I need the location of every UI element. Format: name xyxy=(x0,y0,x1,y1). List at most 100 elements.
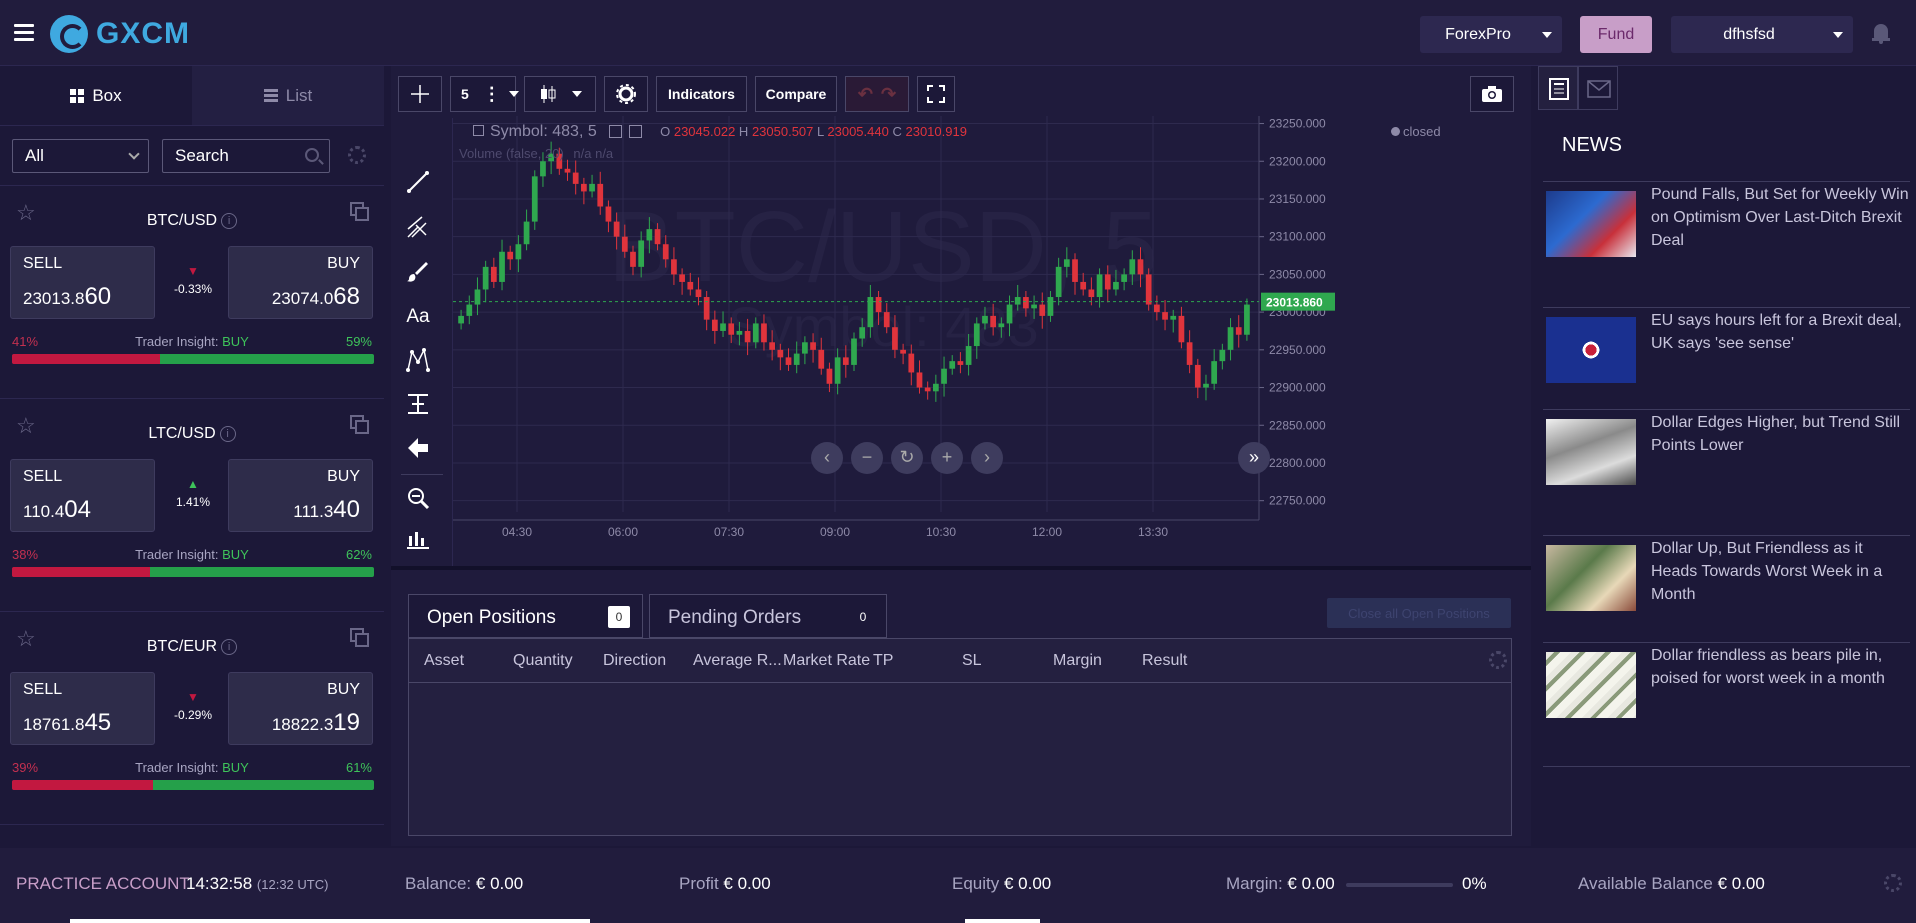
buy-button[interactable]: BUY 111.340 xyxy=(228,459,373,532)
chart-type-select[interactable] xyxy=(524,76,596,112)
scroll-left-icon[interactable]: ‹ xyxy=(811,442,843,474)
brush-tool-icon[interactable] xyxy=(405,260,431,286)
candle xyxy=(548,153,554,162)
detach-window-icon[interactable] xyxy=(350,202,369,221)
legend-settings-icon[interactable] xyxy=(609,125,623,139)
zoom-in-icon[interactable]: + xyxy=(931,442,963,474)
candle xyxy=(883,312,890,328)
indicators-button[interactable]: Indicators xyxy=(656,76,747,112)
dollar-hand-image xyxy=(1546,545,1636,611)
tab-box[interactable]: Box xyxy=(0,66,192,125)
search-input[interactable]: Search xyxy=(162,139,330,173)
margin: Margin: € 0.00 xyxy=(1226,874,1335,893)
news-item[interactable]: EU says hours left for a Brexit deal, UK… xyxy=(1543,277,1910,404)
footer-settings-gear-icon[interactable] xyxy=(1884,874,1902,892)
detach-window-icon[interactable] xyxy=(350,628,369,647)
y-tick-label: 23150.000 xyxy=(1269,192,1326,206)
chart-settings-button[interactable] xyxy=(604,76,648,112)
buy-button[interactable]: BUY 23074.068 xyxy=(228,246,373,319)
logo[interactable]: GXCM xyxy=(50,15,190,53)
scroll-right-icon[interactable]: › xyxy=(971,442,1003,474)
bell-icon[interactable] xyxy=(1872,24,1890,44)
table-settings-gear-icon[interactable] xyxy=(1489,651,1507,669)
text-tool-icon[interactable]: Aa xyxy=(406,306,430,327)
trend-line-tool-icon[interactable] xyxy=(405,170,431,196)
column-header[interactable]: Margin xyxy=(1053,652,1102,669)
measure-ruler-icon[interactable] xyxy=(405,526,431,552)
x-tick-label: 13:30 xyxy=(1138,525,1168,539)
info-icon[interactable]: i xyxy=(221,212,238,229)
legend-remove-icon[interactable] xyxy=(628,125,642,139)
fork-tool-icon[interactable] xyxy=(405,215,431,241)
category-filter-select[interactable]: All xyxy=(12,139,149,173)
column-header[interactable]: TP xyxy=(873,652,894,669)
column-header[interactable]: Average R... xyxy=(693,652,782,669)
column-header[interactable]: Result xyxy=(1142,652,1188,669)
favorite-star-icon[interactable]: ☆ xyxy=(16,413,36,438)
reset-icon[interactable]: ↻ xyxy=(891,442,923,474)
tab-list[interactable]: List xyxy=(192,66,384,125)
candle xyxy=(1145,274,1152,305)
open-positions-count: 0 xyxy=(608,606,630,628)
scrollbar-thumb[interactable] xyxy=(70,919,590,923)
measure-tool-icon[interactable] xyxy=(405,392,431,418)
tab-pending-orders[interactable]: Pending Orders 0 xyxy=(649,594,887,638)
candle xyxy=(1194,364,1201,388)
column-header[interactable]: Asset xyxy=(424,652,465,669)
info-icon[interactable]: i xyxy=(219,425,236,442)
close-all-positions-button[interactable]: Close all Open Positions xyxy=(1327,598,1511,628)
candle xyxy=(802,342,808,354)
column-header[interactable]: Quantity xyxy=(513,652,573,669)
fund-button[interactable]: Fund xyxy=(1580,16,1652,53)
scrollbar-thumb-secondary[interactable] xyxy=(965,919,1040,923)
tab-open-positions[interactable]: Open Positions 0 xyxy=(408,594,643,638)
search-placeholder: Search xyxy=(175,146,229,165)
news-item[interactable]: Pound Falls, But Set for Weekly Win on O… xyxy=(1543,151,1910,278)
candle xyxy=(613,221,620,237)
detach-window-icon[interactable] xyxy=(350,415,369,434)
collapse-legend-icon[interactable] xyxy=(473,125,484,136)
candle xyxy=(1039,304,1046,316)
crosshair-tool-button[interactable] xyxy=(398,76,442,112)
candle xyxy=(1121,274,1127,282)
news-item[interactable]: Dollar friendless as bears pile in, pois… xyxy=(1543,612,1910,739)
news-item[interactable]: Dollar Up, But Friendless as it Heads To… xyxy=(1543,505,1910,632)
column-header[interactable]: SL xyxy=(962,652,982,669)
account-select[interactable]: ForexPro xyxy=(1420,16,1562,53)
user-menu[interactable]: dfhsfsd xyxy=(1671,16,1853,53)
news-headline: Dollar friendless as bears pile in, pois… xyxy=(1651,647,1885,687)
arrow-left-icon[interactable] xyxy=(405,436,431,462)
news-item[interactable]: Dollar Edges Higher, but Trend Still Poi… xyxy=(1543,379,1910,506)
account-select-value: ForexPro xyxy=(1445,25,1511,43)
info-icon[interactable]: i xyxy=(221,638,238,655)
settings-gear-icon[interactable] xyxy=(348,146,366,164)
screenshot-button[interactable] xyxy=(1470,76,1514,112)
pattern-tool-icon[interactable] xyxy=(405,347,431,374)
favorite-star-icon[interactable]: ☆ xyxy=(16,626,36,651)
undo-icon[interactable]: ↶ xyxy=(857,83,873,104)
compare-button[interactable]: Compare xyxy=(755,76,837,112)
panel-resize-handle[interactable] xyxy=(391,566,1531,570)
redo-icon[interactable]: ↷ xyxy=(881,83,897,104)
fullscreen-button[interactable] xyxy=(917,76,955,112)
scroll-to-latest-icon[interactable]: » xyxy=(1238,442,1270,474)
favorite-star-icon[interactable]: ☆ xyxy=(16,200,36,225)
candle xyxy=(842,357,849,365)
interval-select[interactable]: 5 ⋮ xyxy=(450,76,519,112)
zoom-out-icon[interactable] xyxy=(405,486,431,512)
menu-icon[interactable] xyxy=(14,24,34,42)
price-chart[interactable]: BTC/USD, 5 Symbol: 483 23250.000 23200.000 2… xyxy=(453,116,1531,564)
column-header[interactable]: Market Rate xyxy=(783,652,871,669)
zoom-out-icon[interactable]: − xyxy=(851,442,883,474)
news-headline: Dollar Up, But Friendless as it Heads To… xyxy=(1651,540,1883,603)
sell-button[interactable]: SELL 18761.845 xyxy=(10,672,155,745)
column-header[interactable]: Direction xyxy=(603,652,667,669)
sell-button[interactable]: SELL 110.404 xyxy=(10,459,155,532)
tab-messages[interactable] xyxy=(1578,66,1618,110)
buy-button[interactable]: BUY 18822.319 xyxy=(228,672,373,745)
logo-text: GXCM xyxy=(96,17,190,50)
tab-news[interactable] xyxy=(1538,66,1578,110)
candle xyxy=(458,315,464,324)
sell-button[interactable]: SELL 23013.860 xyxy=(10,246,155,319)
